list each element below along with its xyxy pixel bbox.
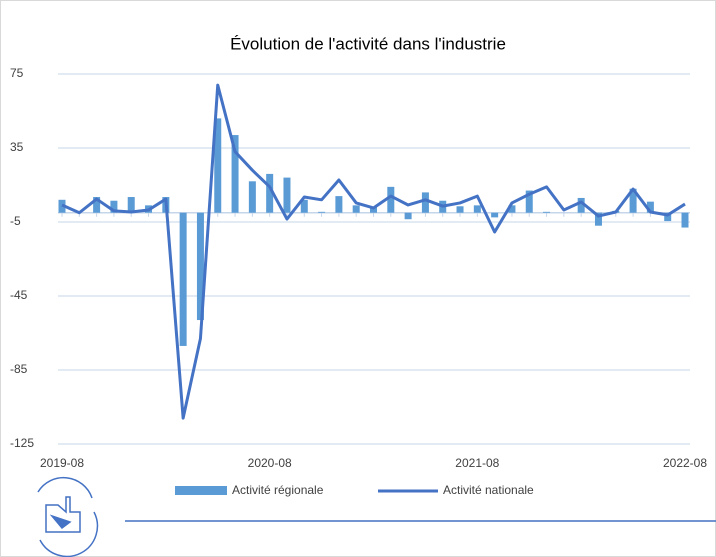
x-tick-label: 2021-08 (455, 456, 499, 470)
bar (214, 118, 222, 213)
bar (456, 206, 464, 213)
bar (266, 173, 274, 213)
bar (110, 200, 118, 213)
bar (646, 201, 654, 213)
logo-leaf (49, 514, 72, 530)
bar (664, 212, 672, 222)
bar (179, 212, 187, 346)
x-tick-label: 2020-08 (248, 456, 292, 470)
bar (577, 197, 585, 213)
bar (248, 181, 256, 213)
bar (352, 205, 360, 213)
bar (473, 205, 481, 213)
bar (629, 188, 637, 213)
bar (387, 186, 395, 213)
bar (283, 177, 291, 213)
bar (508, 205, 516, 213)
y-tick-label: -125 (10, 436, 34, 450)
logo (37, 476, 99, 557)
bar (93, 197, 101, 213)
legend-swatch (175, 486, 227, 495)
legend-label: Activité nationale (443, 483, 534, 497)
bar (491, 212, 499, 218)
bar (543, 211, 551, 213)
y-tick-label: -85 (10, 362, 28, 376)
legend-label: Activité régionale (232, 483, 324, 497)
bar (681, 212, 689, 228)
bar (231, 135, 239, 213)
bar (127, 197, 135, 213)
line (61, 83, 686, 420)
chart-title: Évolution de l'activité dans l'industrie (230, 34, 506, 53)
y-tick-label: -45 (10, 288, 28, 302)
bar (594, 212, 602, 226)
logo-factory (45, 496, 81, 533)
y-tick-label: -5 (10, 214, 21, 228)
bar (370, 207, 377, 213)
x-tick-label: 2019-08 (40, 456, 84, 470)
bar (196, 212, 204, 321)
bar (335, 196, 343, 213)
logo-arc (37, 476, 93, 499)
bar (525, 190, 533, 213)
logo-arc (39, 511, 99, 557)
y-tick-label: 75 (10, 66, 24, 80)
bar (404, 212, 412, 220)
y-tick-label: 35 (10, 140, 24, 154)
bar (318, 211, 326, 213)
bar (300, 199, 308, 213)
x-tick-label: 2022-08 (663, 456, 707, 470)
bar (421, 192, 429, 213)
